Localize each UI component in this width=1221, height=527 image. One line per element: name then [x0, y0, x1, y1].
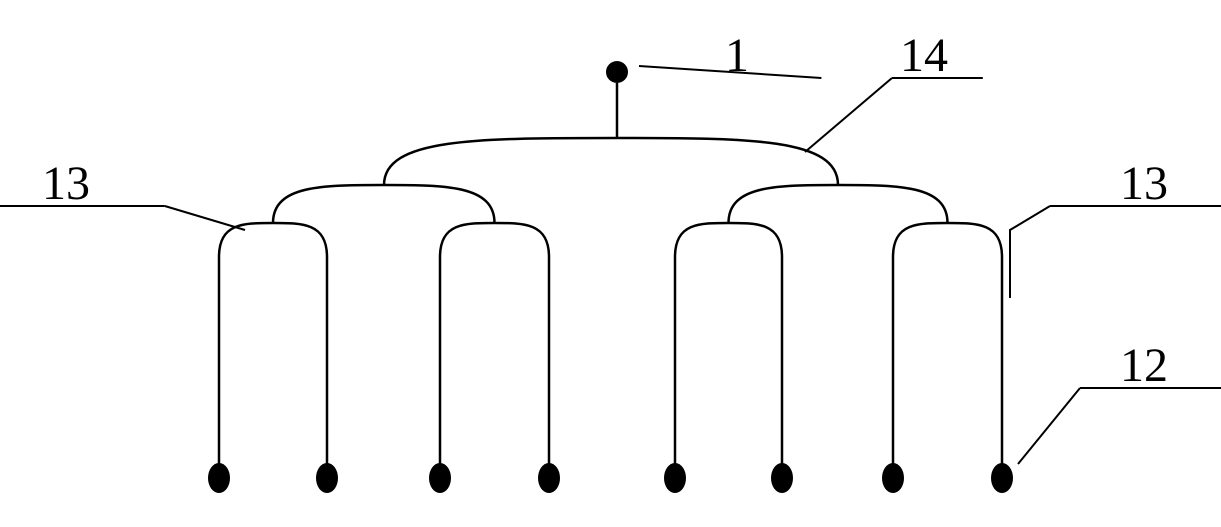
leaf-node	[316, 463, 338, 493]
arc-level2	[495, 223, 550, 257]
label-root: 1	[725, 28, 749, 83]
arc-level0-right	[617, 138, 838, 185]
arc-level1	[273, 185, 384, 223]
arc-level2	[893, 223, 948, 257]
arc-level2	[440, 223, 495, 257]
leaf-node	[208, 463, 230, 493]
arc-level1	[384, 185, 495, 223]
label-leaf: 12	[1120, 338, 1168, 393]
leaf-node	[882, 463, 904, 493]
label-right-sub: 13	[1120, 156, 1168, 211]
arc-level2	[219, 223, 273, 257]
arc-level1	[729, 185, 839, 223]
label-mid-arc: 14	[900, 28, 948, 83]
label-left-sub: 13	[42, 156, 90, 211]
arc-level2	[273, 223, 327, 257]
arc-level2	[729, 223, 783, 257]
leaf-node	[538, 463, 560, 493]
arc-level2	[675, 223, 729, 257]
leaf-node	[429, 463, 451, 493]
arc-level2	[948, 223, 1003, 257]
arc-level0-left	[384, 138, 617, 185]
leaf-node	[771, 463, 793, 493]
root-node	[606, 61, 628, 83]
tree-diagram	[0, 0, 1221, 527]
arc-level1	[838, 185, 948, 223]
leaf-node	[991, 463, 1013, 493]
leaf-node	[664, 463, 686, 493]
